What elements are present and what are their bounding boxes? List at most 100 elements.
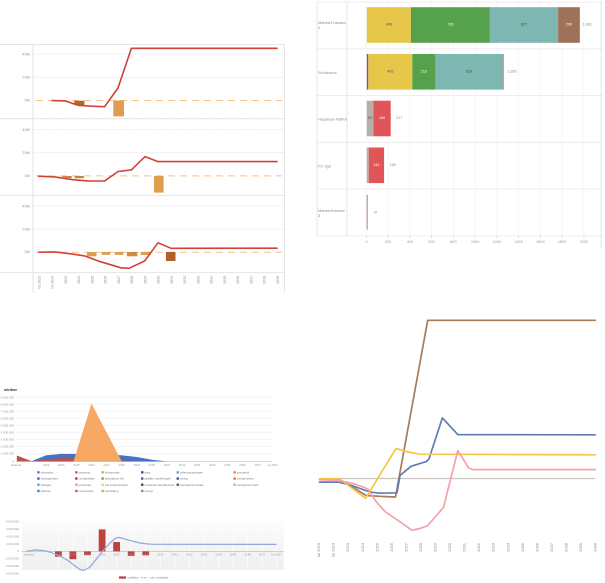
svg-text:woningbouw sociaal: woningbouw sociaal (180, 483, 204, 487)
svg-text:6.000.000: 6.000.000 (6, 527, 19, 531)
svg-text:0M: 0M (24, 97, 30, 102)
svg-text:40M: 40M (22, 52, 30, 57)
svg-text:-4.000.000: -4.000.000 (5, 564, 19, 568)
svg-text:uitvoering: uitvoering (79, 470, 91, 474)
svg-text:niet ambtenarenbior: niet ambtenarenbior (105, 483, 128, 487)
svg-text:4.000.000: 4.000.000 (6, 534, 19, 538)
svg-text:commercieel: commercieel (79, 489, 94, 493)
svg-text:2035: 2035 (223, 276, 227, 284)
svg-text:2000: 2000 (580, 240, 588, 244)
svg-text:na 2037: na 2037 (272, 552, 283, 556)
svg-text:5.000.000: 5.000.000 (1, 423, 15, 427)
svg-text:2035: 2035 (520, 542, 525, 552)
svg-text:2029: 2029 (143, 276, 147, 284)
svg-text:provisorien: provisorien (79, 483, 92, 487)
svg-text:Iul 2024: Iul 2024 (51, 276, 55, 289)
svg-text:tijdelijke voorzieningen: tijdelijke voorzieningen (145, 477, 172, 481)
svg-text:2036: 2036 (534, 542, 539, 552)
svg-text:FC dg3: FC dg3 (318, 163, 332, 168)
svg-text:Marwe4 havara: Marwe4 havara (318, 20, 346, 25)
svg-text:2033: 2033 (196, 276, 200, 284)
svg-text:2038: 2038 (563, 542, 568, 552)
svg-text:1,265: 1,265 (507, 69, 517, 73)
svg-text:1,961: 1,961 (583, 23, 593, 27)
svg-text:verslanden betrokkenheid: verslanden betrokkenheid (145, 483, 175, 487)
svg-text:2024: 2024 (70, 552, 77, 556)
svg-text:2027: 2027 (103, 463, 110, 467)
svg-text:2033: 2033 (201, 552, 208, 556)
svg-text:2034: 2034 (210, 276, 214, 284)
svg-text:cashflow: cashflow (128, 576, 140, 580)
svg-text:Iul 2024: Iul 2024 (331, 542, 336, 557)
svg-text:overige: overige (145, 489, 154, 493)
svg-text:160: 160 (390, 163, 396, 167)
svg-text:1400: 1400 (514, 240, 522, 244)
svg-text:1800: 1800 (558, 240, 566, 244)
svg-text:0: 0 (12, 460, 14, 464)
svg-text:200: 200 (385, 240, 391, 244)
svg-text:2027: 2027 (403, 542, 408, 552)
svg-text:Marwe4havard: Marwe4havard (318, 208, 344, 213)
svg-text:62: 62 (368, 116, 372, 120)
svg-text:2031: 2031 (164, 463, 171, 467)
svg-text:2037: 2037 (254, 463, 261, 467)
svg-text:2025: 2025 (73, 463, 80, 467)
svg-text:2030: 2030 (157, 276, 161, 284)
svg-text:2.000.000: 2.000.000 (6, 542, 19, 546)
svg-text:1000: 1000 (471, 240, 479, 244)
svg-text:0M: 0M (24, 249, 30, 254)
svg-text:2036: 2036 (244, 552, 251, 556)
svg-text:160: 160 (379, 116, 385, 120)
svg-text:0: 0 (17, 549, 19, 553)
svg-text:2028: 2028 (130, 276, 134, 284)
svg-text:Hacplaan N360i: Hacplaan N360i (318, 117, 347, 122)
svg-text:2030: 2030 (157, 552, 164, 556)
svg-text:2035: 2035 (230, 552, 237, 556)
svg-text:2033: 2033 (491, 542, 496, 552)
svg-text:1200: 1200 (493, 240, 501, 244)
svg-text:grondwerk: grondwerk (237, 470, 250, 474)
svg-text:2034: 2034 (209, 463, 216, 467)
svg-text:800: 800 (450, 240, 456, 244)
svg-text:600: 600 (428, 240, 434, 244)
svg-text:2031: 2031 (170, 276, 174, 284)
svg-text:2029: 2029 (134, 463, 141, 467)
svg-text:2029: 2029 (143, 552, 150, 556)
svg-text:Iul 2023: Iul 2023 (37, 276, 41, 289)
svg-text:woningbouw markt: woningbouw markt (237, 483, 259, 487)
svg-text:40M: 40M (22, 127, 30, 132)
svg-text:-2.000.000: -2.000.000 (5, 557, 19, 561)
svg-text:2034: 2034 (505, 542, 510, 552)
svg-text:2024: 2024 (360, 542, 365, 552)
svg-text:2037: 2037 (259, 552, 266, 556)
svg-text:2026: 2026 (104, 276, 108, 284)
svg-text:3.000.000: 3.000.000 (1, 437, 15, 441)
svg-text:4.000.000: 4.000.000 (1, 430, 15, 434)
svg-text:2029: 2029 (433, 542, 438, 552)
svg-text:8.000.000: 8.000.000 (6, 520, 19, 524)
svg-text:20M: 20M (22, 227, 30, 232)
svg-text:405: 405 (387, 69, 393, 73)
svg-text:klimatematie: klimatematie (105, 470, 120, 474)
svg-text:2036: 2036 (236, 276, 240, 284)
svg-text:0M: 0M (24, 173, 30, 178)
svg-text:basisrijbouw info: basisrijbouw info (105, 477, 125, 481)
svg-text:2: 2 (318, 25, 321, 30)
svg-text:2026: 2026 (99, 552, 106, 556)
svg-text:1.000.000: 1.000.000 (1, 452, 15, 456)
svg-text:2030: 2030 (447, 542, 452, 552)
svg-text:2037: 2037 (549, 542, 554, 552)
svg-text:na 2037: na 2037 (267, 463, 278, 467)
svg-text:2037: 2037 (249, 276, 253, 284)
svg-text:2032: 2032 (186, 552, 193, 556)
svg-text:bijdragen: bijdragen (41, 483, 52, 487)
svg-text:2034: 2034 (215, 552, 222, 556)
svg-text:2028: 2028 (418, 542, 423, 552)
svg-text:2031: 2031 (172, 552, 179, 556)
svg-text:2039: 2039 (276, 276, 280, 284)
svg-text:Schiavone: Schiavone (318, 70, 337, 75)
svg-text:2023: 2023 (55, 552, 62, 556)
svg-text:406: 406 (386, 23, 392, 27)
svg-text:2035: 2035 (224, 463, 231, 467)
svg-text:2023: 2023 (43, 463, 50, 467)
